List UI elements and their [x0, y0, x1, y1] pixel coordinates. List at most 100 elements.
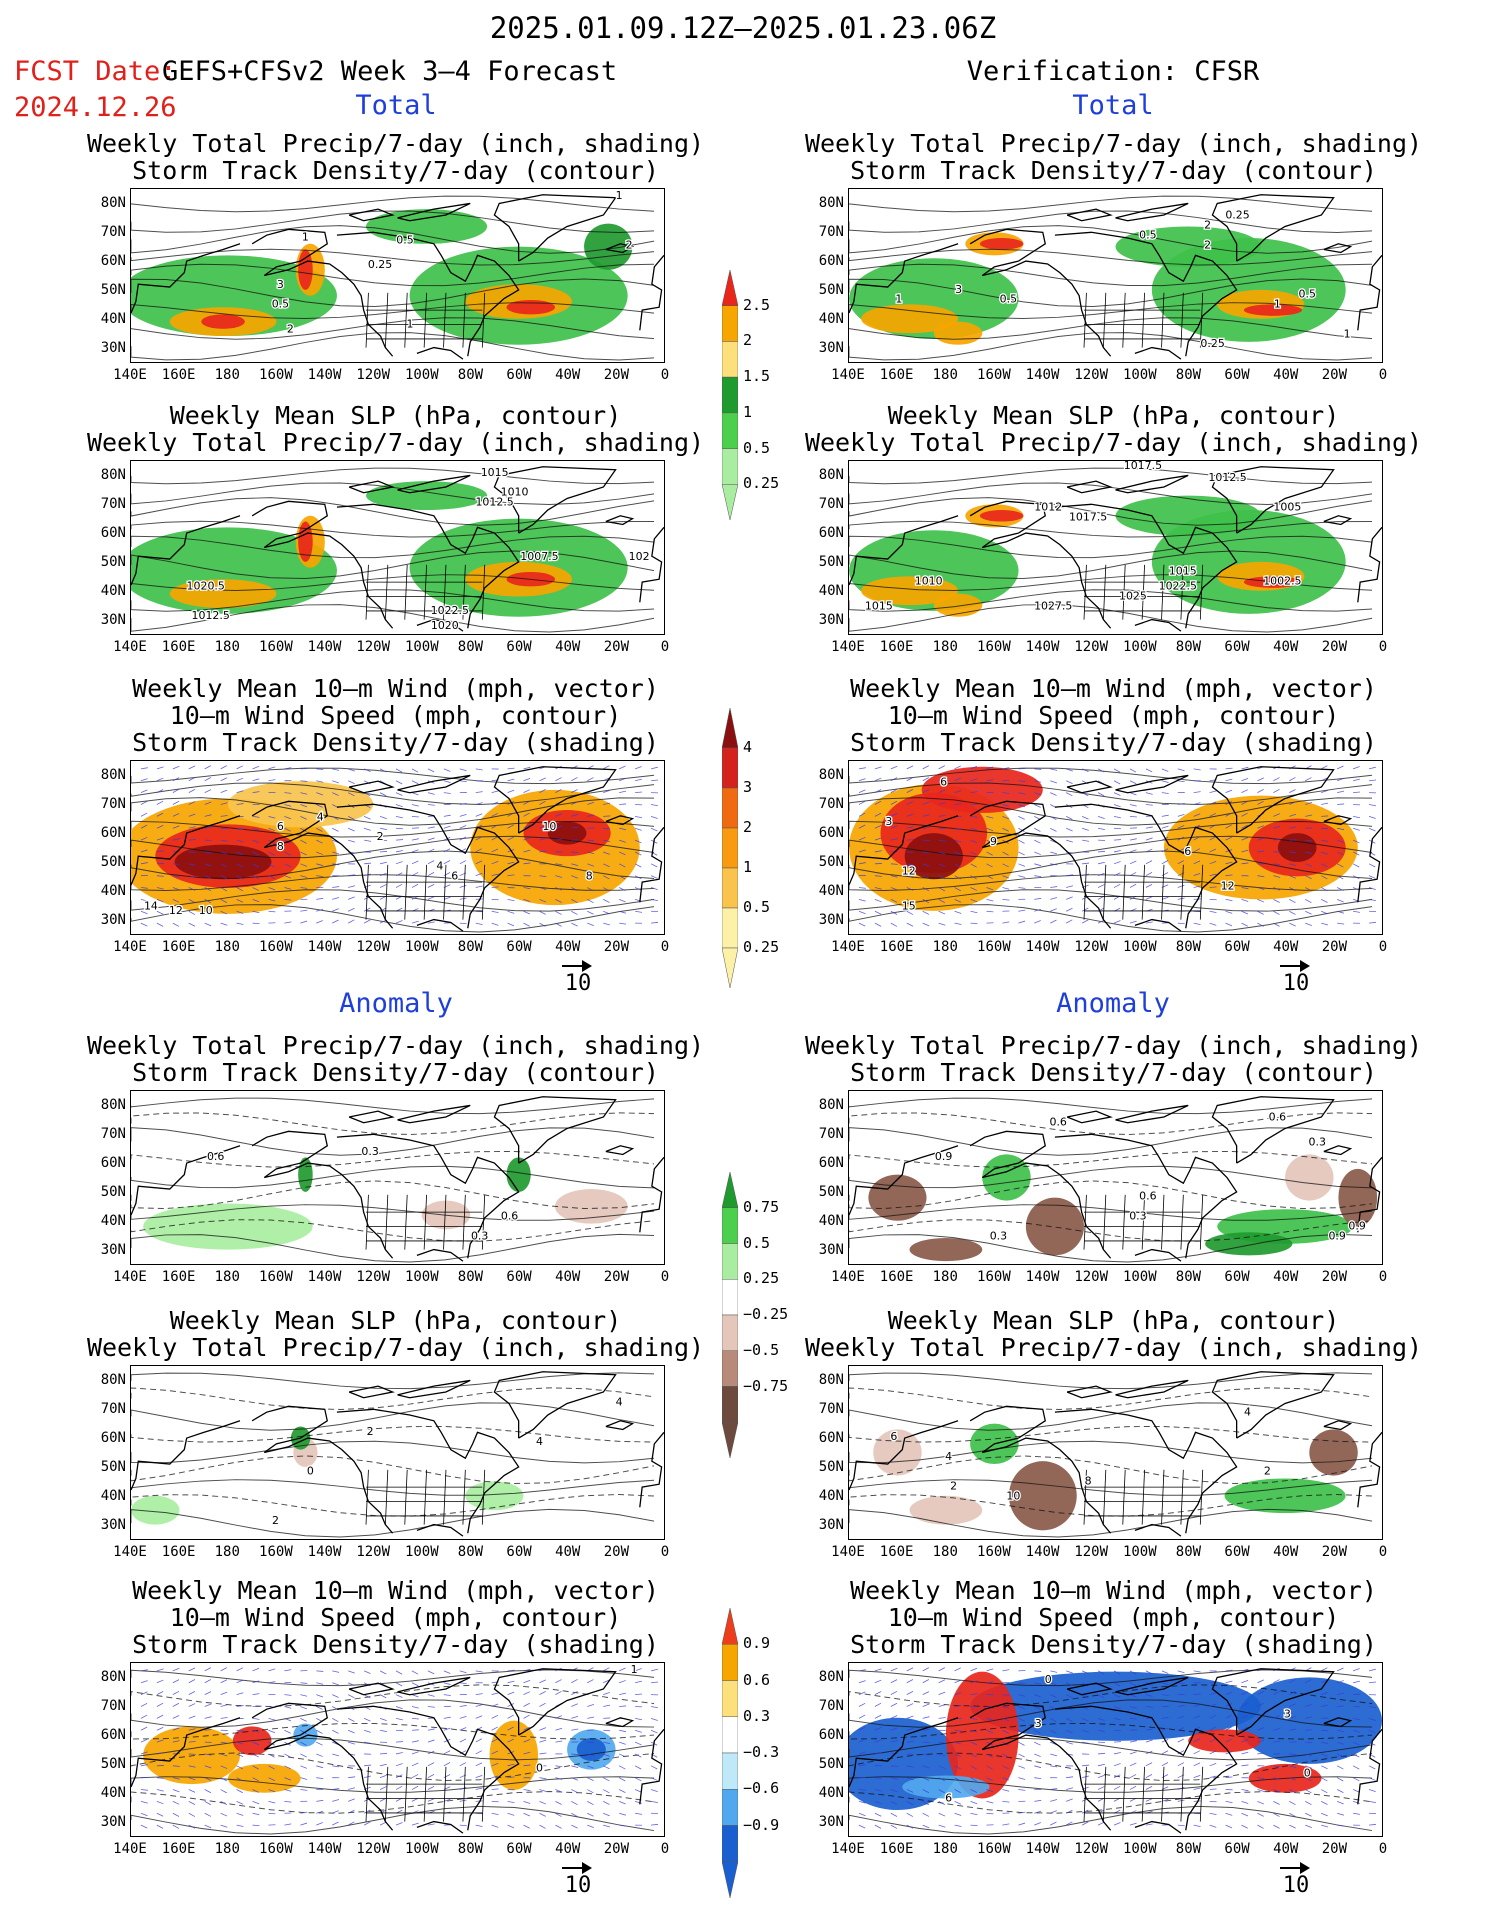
wind-vector — [188, 826, 196, 829]
wind-vector — [475, 1824, 483, 1827]
wind-vector — [539, 789, 546, 793]
wind-vector — [188, 1703, 196, 1707]
wind-vector — [1209, 836, 1216, 841]
wind-vector — [1225, 778, 1233, 782]
contour-line — [131, 767, 655, 785]
coastline — [639, 826, 664, 903]
wind-vector — [236, 803, 244, 805]
wind-vector — [874, 922, 882, 927]
wind-vector — [1225, 1776, 1233, 1779]
wind-vector — [619, 1801, 626, 1805]
wind-vector — [1097, 1786, 1105, 1790]
contour-line — [131, 1805, 655, 1835]
lon-tick-label: 40W — [555, 367, 581, 383]
wind-vector — [268, 766, 276, 770]
wind-vector — [1369, 1681, 1377, 1684]
wind-vector — [938, 1704, 946, 1707]
wind-vector — [1321, 899, 1328, 903]
wind-vector — [1129, 792, 1137, 796]
lat-tick-label: 50N — [100, 1184, 126, 1201]
wind-vector — [220, 899, 228, 903]
wind-vector — [1336, 863, 1344, 868]
wind-vector — [603, 1812, 610, 1817]
wind-vector — [1066, 1670, 1073, 1674]
wind-vector — [1241, 1824, 1248, 1829]
wind-vector — [906, 801, 914, 805]
lat-tick-label: 70N — [100, 1125, 126, 1142]
panel-title-line: Storm Track Density/7-day (shading) — [132, 1630, 659, 1659]
contour-line — [131, 497, 655, 526]
wind-vector — [1209, 1750, 1217, 1755]
shading-region — [174, 844, 272, 880]
lon-tick-label: 40W — [1273, 1544, 1299, 1560]
contour-line — [131, 1204, 655, 1221]
wind-vector — [1257, 1679, 1264, 1684]
wind-vector — [954, 839, 962, 843]
contour-label: 0.9 — [935, 1150, 952, 1163]
lon-tick-label: 180 — [214, 367, 240, 383]
wind-vector — [1337, 1753, 1344, 1758]
wind-vector — [1097, 1774, 1105, 1779]
wind-vector — [268, 1765, 275, 1770]
wind-vector — [1193, 848, 1201, 853]
wind-vector — [1257, 1702, 1264, 1707]
coastline — [416, 346, 464, 360]
wind-vector — [252, 1777, 259, 1782]
wind-vector — [1209, 922, 1217, 926]
wind-vector — [427, 826, 435, 829]
wind-vector — [587, 777, 594, 782]
wind-vector — [1113, 850, 1121, 853]
coastline — [493, 1371, 617, 1439]
wind-vector — [1177, 1670, 1185, 1674]
coastline — [1323, 515, 1353, 526]
wind-vector — [1193, 768, 1201, 771]
wind-vector — [986, 1681, 994, 1684]
wind-vector — [970, 1753, 977, 1758]
wind-vector — [938, 851, 946, 855]
lon-tick-label: 120W — [1074, 1544, 1109, 1560]
wind-vector — [475, 1750, 483, 1755]
wind-vector — [491, 1726, 498, 1731]
contour-line — [131, 482, 655, 505]
coastline — [605, 815, 635, 826]
wind-vector — [1321, 1812, 1328, 1817]
wind-vector — [332, 851, 340, 855]
wind-vector — [1353, 791, 1361, 794]
panel-title-line: Weekly Mean 10–m Wind (mph, vector) — [850, 674, 1377, 703]
wind-vector — [1257, 887, 1265, 890]
coastline — [416, 1523, 464, 1537]
wind-vector — [890, 1740, 898, 1743]
wind-vector — [1113, 1822, 1121, 1826]
lon-tick-label: 100W — [1122, 939, 1157, 955]
wind-vector — [619, 910, 626, 914]
wind-vector — [922, 789, 930, 793]
wind-vector — [1097, 827, 1105, 831]
wind-vector — [1050, 886, 1058, 888]
wind-vector — [618, 875, 626, 880]
wind-vector — [1177, 1727, 1185, 1731]
contour-line — [131, 1233, 655, 1263]
wind-vector — [300, 1765, 307, 1769]
wind-vector — [284, 899, 292, 901]
wind-vector — [1225, 899, 1233, 902]
contour-line — [131, 248, 655, 266]
contour-line — [849, 1805, 1373, 1835]
wind-vector — [156, 1679, 164, 1684]
wind-vector — [523, 778, 531, 782]
wind-vector — [858, 1751, 866, 1755]
wind-vector — [970, 899, 978, 903]
wind-vector — [332, 897, 340, 900]
wind-vector — [619, 1753, 626, 1758]
wind-vector — [1368, 1765, 1376, 1770]
lon-tick-label: 140W — [1025, 367, 1060, 383]
wind-vector — [443, 1774, 451, 1779]
colorbar-label: 1 — [743, 402, 753, 421]
wind-vector — [1129, 1774, 1137, 1779]
contour-label: 0 — [307, 1465, 314, 1478]
wind-vector — [1066, 874, 1074, 877]
wind-vector — [459, 1716, 467, 1719]
wind-vector — [906, 875, 914, 879]
lon-tick-label: 60W — [1224, 939, 1250, 955]
wind-vector — [1225, 1680, 1233, 1684]
